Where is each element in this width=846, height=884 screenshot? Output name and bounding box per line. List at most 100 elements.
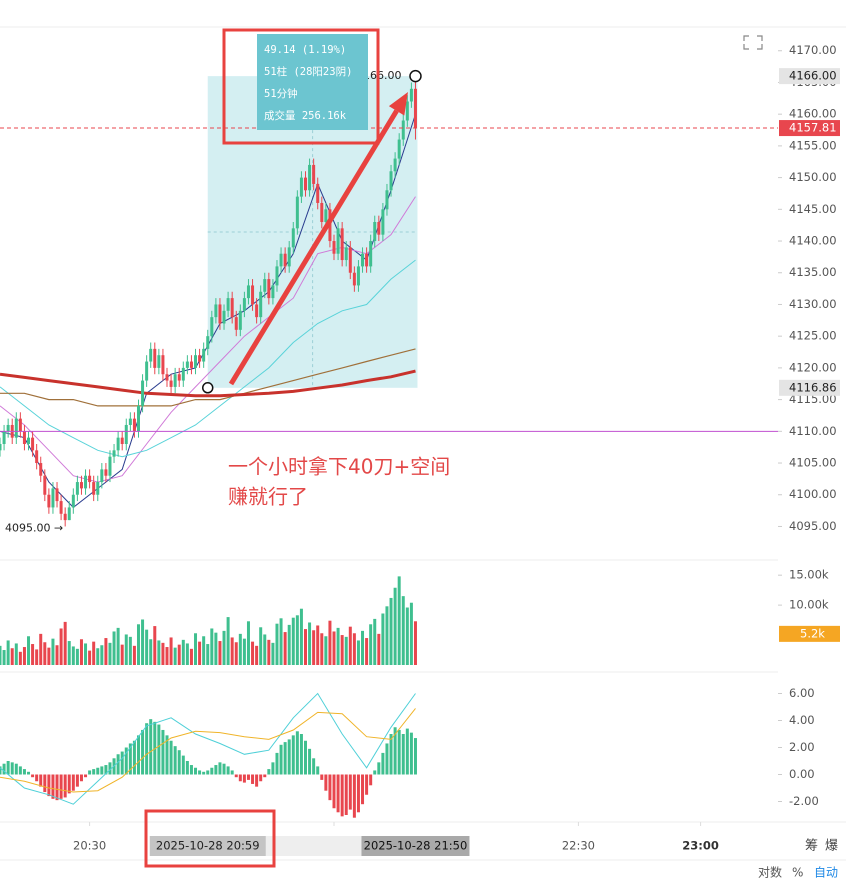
bar [165, 647, 169, 665]
bar [385, 743, 389, 775]
bar [10, 762, 14, 775]
bar [112, 631, 116, 665]
bar [283, 632, 287, 665]
bar [348, 626, 352, 665]
bar [365, 774, 369, 795]
bar [238, 633, 242, 665]
candle-body [206, 336, 210, 349]
candle-body [356, 266, 360, 286]
bar [246, 621, 250, 665]
bar [10, 648, 14, 665]
bar [328, 774, 332, 801]
bar [132, 645, 136, 665]
scale-option[interactable]: % [792, 866, 803, 880]
bar [63, 774, 67, 798]
bar [18, 651, 22, 665]
candle-body [169, 380, 173, 387]
price-tag-label: 4157.81 [789, 121, 837, 135]
candle-body [385, 190, 389, 210]
candle-body [320, 202, 324, 222]
candle-body [75, 482, 79, 495]
bar [230, 770, 234, 775]
y-tick-label: 4120.00 [789, 360, 837, 374]
candle-body [409, 88, 413, 102]
tooltip-line: 成交量 256.16k [264, 109, 347, 122]
candle-body [218, 304, 222, 324]
bar [299, 734, 303, 775]
bar [373, 770, 377, 775]
bar [242, 638, 246, 665]
candle-body [55, 488, 59, 502]
candle-body [271, 285, 275, 299]
bar [194, 633, 198, 665]
bar [132, 740, 136, 775]
bar [246, 774, 250, 780]
candle-body [324, 209, 328, 222]
candle-body [413, 88, 417, 129]
bar [271, 642, 275, 665]
candle-body [35, 450, 39, 464]
candle-body [299, 177, 303, 197]
candle-body [352, 272, 356, 286]
bar [177, 644, 181, 665]
y-tick-label: 4130.00 [789, 297, 837, 311]
bar [214, 632, 218, 665]
bar [295, 615, 299, 665]
highlight-box [222, 28, 380, 145]
bar [51, 774, 55, 799]
y-tick-label: 4105.00 [789, 456, 837, 470]
price-tag-label: 4116.86 [789, 380, 837, 394]
candle-body [161, 355, 165, 375]
bar [39, 774, 43, 787]
bar [79, 639, 83, 665]
candle-body [259, 291, 263, 318]
candle-body [405, 101, 409, 121]
candle-body [39, 463, 43, 476]
bar [255, 774, 259, 787]
candle-body [251, 285, 255, 305]
y-tick-label: 15.00k [789, 568, 829, 582]
bar [373, 618, 377, 665]
candle-body [189, 361, 193, 368]
y-tick-label: 4170.00 [789, 43, 837, 57]
bar [92, 769, 96, 775]
bar [324, 774, 328, 791]
bar [332, 631, 336, 665]
toolbar-button[interactable]: 筹 [805, 838, 818, 854]
bar [43, 642, 47, 665]
bar [104, 765, 108, 775]
bar [263, 774, 267, 778]
bar [79, 774, 83, 782]
scale-option[interactable]: 自动 [814, 866, 838, 880]
bar [67, 641, 71, 665]
scale-option[interactable]: 对数 [758, 865, 782, 880]
candle-body [303, 177, 307, 191]
bar [43, 774, 47, 793]
candle-body [316, 183, 320, 203]
indicator-line [0, 692, 416, 805]
bar [340, 774, 344, 817]
toolbar-button[interactable]: 爆 [825, 839, 838, 854]
candle-body [373, 222, 377, 242]
bar [116, 754, 120, 775]
bar [206, 770, 210, 775]
bar [92, 641, 96, 665]
fullscreen-button[interactable] [743, 35, 763, 50]
candle-body [336, 228, 340, 254]
bar [332, 774, 336, 809]
bar [336, 627, 340, 665]
bar [218, 762, 222, 775]
price-tag-label: 4166.00 [789, 69, 837, 83]
bar [299, 608, 303, 665]
bar [352, 633, 356, 665]
bar [267, 769, 271, 775]
bar [275, 752, 279, 775]
bar [316, 625, 320, 665]
candle-body [348, 247, 352, 273]
bar [251, 774, 255, 784]
bar [369, 774, 373, 786]
price-tag [779, 379, 840, 396]
bar [251, 641, 255, 665]
candle-body [128, 418, 132, 425]
